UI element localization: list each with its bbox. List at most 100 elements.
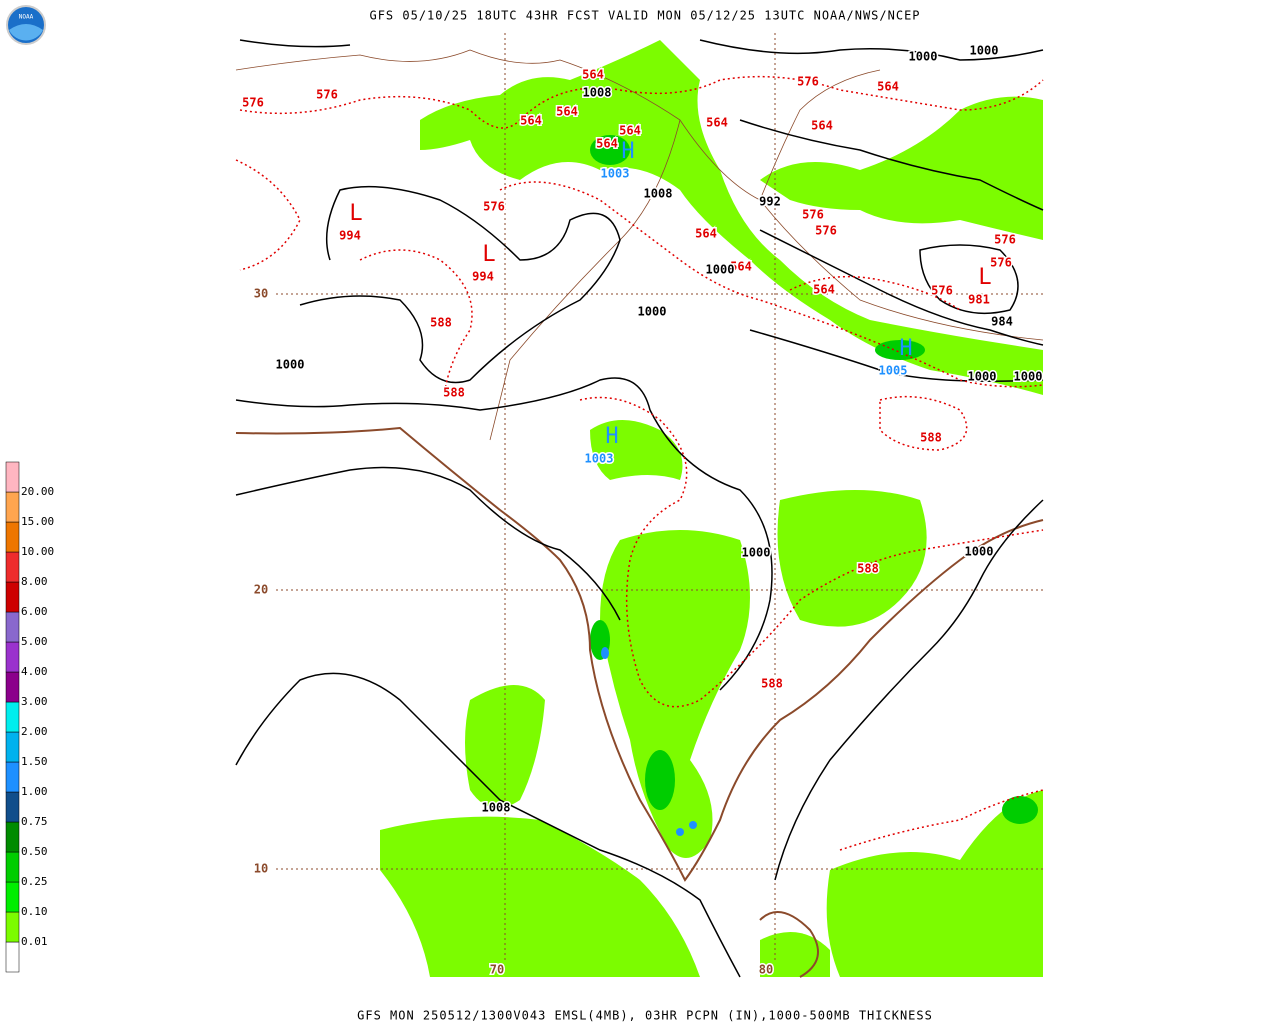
legend-swatch bbox=[5, 491, 20, 523]
coastline bbox=[235, 426, 1044, 978]
low-symbol: L bbox=[349, 201, 362, 226]
low-symbol: L bbox=[482, 242, 495, 267]
legend-swatch bbox=[5, 791, 20, 823]
legend-label: 15.00 bbox=[21, 515, 54, 528]
thickness-label: 588 bbox=[761, 677, 783, 691]
legend-label: 2.00 bbox=[21, 725, 48, 738]
legend-label: 4.00 bbox=[21, 665, 48, 678]
pressure-label: 984 bbox=[991, 315, 1013, 329]
thickness-label: 564 bbox=[730, 260, 752, 274]
thickness-label: 576 bbox=[242, 96, 264, 110]
pressure-label: 1000 bbox=[965, 545, 994, 559]
high-value: 1003 bbox=[601, 167, 630, 181]
legend-label: 1.50 bbox=[21, 755, 48, 768]
lat-label: 10 bbox=[254, 862, 268, 876]
thickness-label: 588 bbox=[857, 562, 879, 576]
legend-swatch bbox=[5, 761, 20, 793]
legend-label: 0.50 bbox=[21, 845, 48, 858]
precip-areas bbox=[380, 40, 1043, 977]
high-symbol: H bbox=[899, 336, 912, 361]
thickness-label: 564 bbox=[706, 116, 728, 130]
thickness-label: 564 bbox=[556, 105, 578, 119]
pressure-label: 992 bbox=[759, 195, 781, 209]
legend-label: 6.00 bbox=[21, 605, 48, 618]
thickness-label: 564 bbox=[520, 114, 542, 128]
footer: GFS MON 250512/1300V043 EMSL(4MB), 03HR … bbox=[357, 1009, 933, 1023]
thickness-label: 576 bbox=[931, 284, 953, 298]
pressure-label: 1008 bbox=[583, 86, 612, 100]
lon-label: 80 bbox=[759, 963, 773, 977]
low-value: 994 bbox=[472, 270, 494, 284]
legend-swatch bbox=[5, 581, 20, 613]
thickness-label: 588 bbox=[430, 316, 452, 330]
lon-label: 70 bbox=[490, 963, 504, 977]
legend-label: 3.00 bbox=[21, 695, 48, 708]
thickness-label: 564 bbox=[619, 124, 641, 138]
logo-text: NOAA bbox=[19, 14, 34, 21]
thickness-label: 576 bbox=[483, 200, 505, 214]
thickness-label: 588 bbox=[920, 431, 942, 445]
legend-swatch bbox=[5, 641, 20, 673]
legend-swatch bbox=[5, 851, 20, 883]
thickness-label: 564 bbox=[877, 80, 899, 94]
thickness-label: 564 bbox=[813, 283, 835, 297]
thickness-label: 576 bbox=[815, 224, 837, 238]
precip-heavy bbox=[590, 135, 1038, 824]
high-symbol: H bbox=[605, 424, 618, 449]
high-symbol: H bbox=[621, 139, 634, 164]
noaa-logo: NOAA bbox=[6, 5, 46, 45]
thickness-label: 588 bbox=[443, 386, 465, 400]
legend-swatch bbox=[5, 611, 20, 643]
pressure-label: 1000 bbox=[276, 358, 305, 372]
pressure-label: 1000 bbox=[968, 370, 997, 384]
borders bbox=[235, 49, 1044, 441]
legend-swatch bbox=[5, 551, 20, 583]
lat-label: 30 bbox=[254, 287, 268, 301]
pressure-label: 1000 bbox=[706, 263, 735, 277]
thickness-label: 576 bbox=[994, 233, 1016, 247]
pressure-label: 1000 bbox=[1014, 370, 1043, 384]
legend-label: 5.00 bbox=[21, 635, 48, 648]
legend: 0.01 0.10 0.25 0.50 0.75 1.00 1.50 2.00 3.00 4.00… bbox=[5, 461, 54, 973]
pressure-label: 1008 bbox=[644, 187, 673, 201]
lat-label: 20 bbox=[254, 583, 268, 597]
high-value: 1003 bbox=[585, 452, 614, 466]
legend-label: 0.10 bbox=[21, 905, 48, 918]
legend-label: 0.25 bbox=[21, 875, 48, 888]
thickness-label: 576 bbox=[802, 208, 824, 222]
high-value: 1005 bbox=[879, 364, 908, 378]
thickness-label: 576 bbox=[316, 88, 338, 102]
pressure-label: 1000 bbox=[909, 50, 938, 64]
thickness-label: 576 bbox=[990, 256, 1012, 270]
legend-swatch bbox=[5, 461, 20, 493]
isobars bbox=[235, 39, 1044, 978]
legend-label: 20.00 bbox=[21, 485, 54, 498]
precip-peak bbox=[601, 647, 697, 836]
thickness-label: 576 bbox=[797, 75, 819, 89]
legend-label: 1.00 bbox=[21, 785, 48, 798]
thickness-contours bbox=[235, 75, 1044, 851]
thickness-label: 564 bbox=[596, 137, 618, 151]
legend-label: 10.00 bbox=[21, 545, 54, 558]
pressure-label: 1008 bbox=[482, 801, 511, 815]
low-symbol: L bbox=[978, 265, 991, 290]
legend-swatch bbox=[5, 671, 20, 703]
legend-swatch bbox=[5, 821, 20, 853]
legend-swatch bbox=[5, 941, 20, 973]
pressure-label: 1000 bbox=[742, 546, 771, 560]
pressure-label: 1000 bbox=[638, 305, 667, 319]
thickness-label: 564 bbox=[811, 119, 833, 133]
legend-swatch bbox=[5, 701, 20, 733]
legend-label: 0.01 bbox=[21, 935, 48, 948]
low-value: 981 bbox=[968, 293, 990, 307]
legend-label: 0.75 bbox=[21, 815, 48, 828]
legend-swatch bbox=[5, 521, 20, 553]
title: GFS 05/10/25 18UTC 43HR FCST VALID MON 0… bbox=[369, 9, 920, 23]
thickness-label: 564 bbox=[695, 227, 717, 241]
legend-swatch bbox=[5, 731, 20, 763]
legend-label: 8.00 bbox=[21, 575, 48, 588]
legend-swatch bbox=[5, 911, 20, 943]
